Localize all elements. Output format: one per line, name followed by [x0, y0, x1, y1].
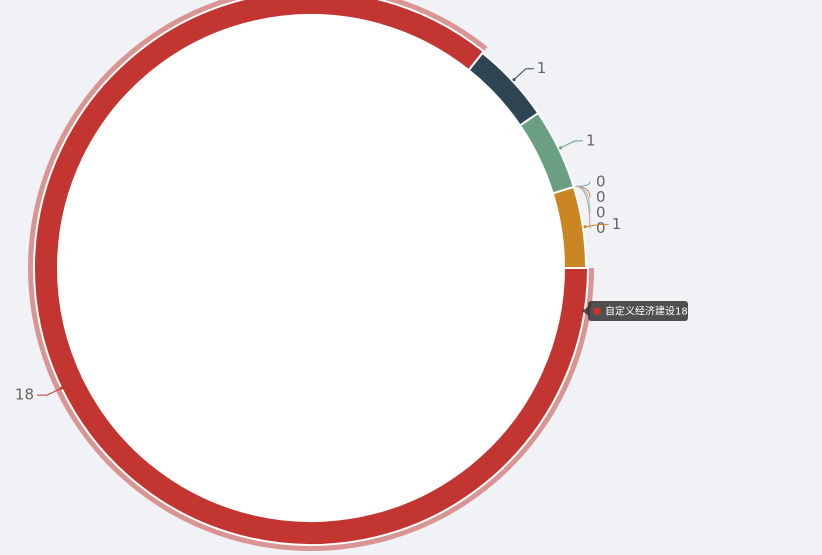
donut-hole: [58, 15, 564, 521]
value-label: 1: [586, 131, 596, 149]
value-label: 0: [596, 219, 606, 237]
tooltip-box: [588, 301, 688, 321]
label-dot: [512, 78, 516, 82]
value-label: 0: [596, 204, 606, 222]
value-label: 1: [612, 215, 622, 233]
tooltip-arrow: [582, 306, 589, 316]
label-line: [584, 223, 609, 228]
value-label: 1: [537, 59, 547, 77]
slice: [33, 0, 590, 546]
label-line: [37, 387, 62, 396]
tooltip-value: 18: [675, 307, 688, 318]
label-dot: [559, 146, 563, 150]
slices: [28, 0, 594, 551]
tooltip: 自定义经济建设18: [582, 301, 688, 321]
value-label: 0: [596, 173, 606, 191]
label-dot: [59, 386, 63, 390]
label-line: [560, 140, 583, 149]
tooltip-name: 自定义经济建设: [605, 305, 675, 318]
tooltip-marker: [593, 307, 601, 315]
tooltip-text: 自定义经济建设18: [605, 305, 688, 318]
label-dot: [583, 225, 587, 229]
slice: [551, 185, 588, 269]
value-label: 18: [15, 386, 34, 404]
label-line: [575, 185, 591, 229]
label-line: [513, 68, 534, 80]
value-label: 0: [596, 188, 606, 206]
